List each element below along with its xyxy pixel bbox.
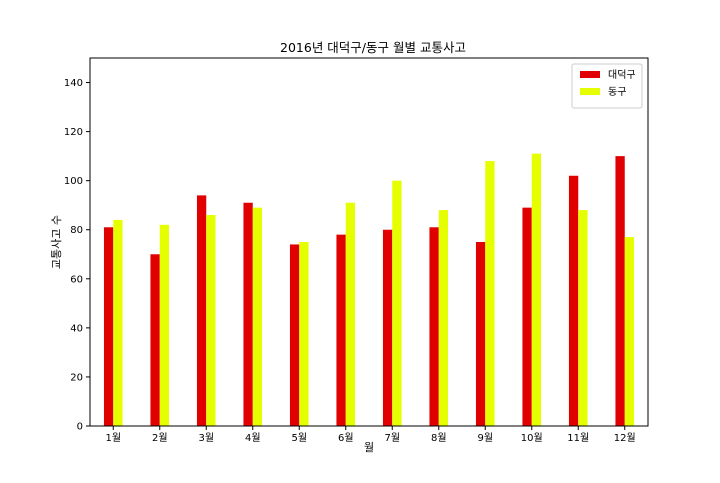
bar-series2-4 xyxy=(252,207,263,426)
x-tick-label: 2월 xyxy=(152,432,168,444)
bar-series2-7 xyxy=(392,180,402,426)
plot-area-frame xyxy=(89,57,649,427)
bar-series1-12 xyxy=(615,156,625,426)
bar-series1-11 xyxy=(568,175,579,426)
y-tick-label: 80 xyxy=(70,225,83,236)
x-tick-label: 9월 xyxy=(477,432,493,444)
bar-series2-5 xyxy=(299,242,309,426)
y-tick-label: 20 xyxy=(70,372,83,383)
bar-series2-6 xyxy=(345,202,356,426)
legend-swatch xyxy=(580,88,600,95)
bar-series1-8 xyxy=(429,227,439,426)
x-tick-label: 3월 xyxy=(198,432,214,444)
bars-layer xyxy=(103,153,635,427)
y-axis-label: 교통사고 수 xyxy=(50,215,63,269)
bar-series1-4 xyxy=(243,202,253,426)
y-tick-label: 100 xyxy=(64,176,83,187)
y-axis: 0 20 40 60 80 100 120 140 xyxy=(64,78,90,433)
x-tick-label: 11월 xyxy=(567,432,589,444)
y-tick-label: 140 xyxy=(64,78,83,89)
bar-series2-8 xyxy=(438,210,449,426)
bar-series1-10 xyxy=(522,207,532,426)
y-tick-label: 0 xyxy=(77,422,83,433)
y-tick-label: 60 xyxy=(70,274,83,285)
x-tick-label: 8월 xyxy=(431,432,447,444)
legend-label: 동구 xyxy=(608,86,626,98)
x-tick-label: 12월 xyxy=(614,432,636,444)
bar-series2-10 xyxy=(531,153,542,426)
bar-series2-12 xyxy=(624,237,635,426)
bar-series2-1 xyxy=(113,219,123,426)
y-tick-label: 40 xyxy=(70,323,83,334)
x-axis-label: 월 xyxy=(364,441,374,454)
bar-series1-3 xyxy=(196,195,207,426)
bar-series1-7 xyxy=(382,229,393,426)
x-axis: 1월 2월 3월 4월 5월 6월 7월 8월 9월 10월 11월 12월 xyxy=(105,426,636,444)
bar-series1-9 xyxy=(475,242,486,426)
bar-series2-3 xyxy=(206,215,216,426)
bar-series2-9 xyxy=(485,161,495,427)
legend-swatch xyxy=(580,71,600,78)
bar-series2-11 xyxy=(578,210,588,426)
x-tick-label: 4월 xyxy=(245,432,261,444)
x-tick-label: 6월 xyxy=(338,432,354,444)
y-tick-label: 120 xyxy=(64,127,83,138)
x-tick-label: 10월 xyxy=(521,432,543,444)
x-tick-label: 5월 xyxy=(291,432,307,444)
bar-series2-2 xyxy=(159,224,170,426)
legend-label: 대덕구 xyxy=(608,69,636,81)
bar-series1-2 xyxy=(150,254,160,426)
bar-series1-6 xyxy=(336,234,346,426)
chart-title: 2016년 대덕구/동구 월별 교통사고 xyxy=(280,40,466,55)
bar-series1-1 xyxy=(103,227,114,426)
x-tick-label: 7월 xyxy=(384,432,400,444)
bar-series1-5 xyxy=(289,244,300,426)
x-tick-label: 1월 xyxy=(105,432,121,444)
